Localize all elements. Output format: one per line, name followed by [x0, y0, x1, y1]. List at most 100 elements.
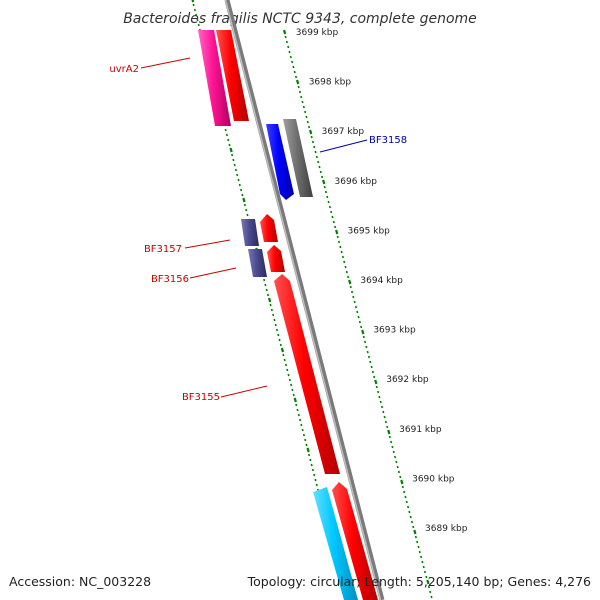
- ruler-minor-tick: [302, 105, 305, 109]
- ruler-minor-tick: [313, 145, 316, 149]
- ruler-minor-tick: [412, 525, 415, 529]
- ruler-minor-tick: [367, 355, 371, 359]
- ruler-minor-tick: [195, 13, 198, 17]
- BF3156-leader: [189, 267, 237, 279]
- feature-BF3156-red[interactable]: [267, 245, 285, 272]
- gene-label-uvrA2[interactable]: uvrA2: [109, 64, 139, 75]
- ruler-minor-tick: [301, 428, 304, 432]
- ruler-labels: 3699 kbp 3698 kbp 3697 kbp 3696 kbp 3695 kbp…: [296, 28, 468, 534]
- feature-BF3157-slate[interactable]: [241, 219, 259, 246]
- ruler-minor-tick: [309, 458, 312, 462]
- ruler-minor-tick: [386, 425, 389, 429]
- ruler-minor-tick: [274, 323, 277, 327]
- ruler-minor-tick: [305, 443, 308, 447]
- ruler-minor-tick: [193, 8, 196, 12]
- ruler-minor-tick: [285, 40, 288, 44]
- ruler-minor-tick: [263, 278, 266, 282]
- ruler-minor-tick: [417, 545, 420, 549]
- ruler-label: 3695 kbp: [347, 226, 390, 236]
- ruler-minor-tick: [371, 370, 374, 374]
- ruler-minor-tick: [422, 565, 425, 569]
- ruler-minor-tick: [365, 345, 368, 349]
- gene-label-BF3158[interactable]: BF3158: [369, 135, 407, 146]
- ruler-minor-tick: [420, 555, 423, 559]
- ruler-minor-tick: [418, 550, 421, 554]
- feature-bottom-red[interactable]: [332, 482, 378, 600]
- ruler-label: 3693 kbp: [373, 326, 416, 336]
- ruler-minor-tick: [296, 408, 299, 412]
- feature-BF3158-blue[interactable]: [266, 124, 294, 200]
- ruler-minor-tick: [288, 378, 291, 382]
- ruler-minor-tick: [404, 495, 407, 499]
- ruler-minor-tick: [354, 305, 358, 309]
- ruler-minor-tick: [287, 45, 290, 49]
- ruler-major-tick: [293, 397, 297, 403]
- ruler-minor-tick: [306, 120, 309, 124]
- genome-backbone-highlight: [224, 0, 382, 600]
- ruler-minor-tick: [340, 250, 343, 254]
- ruler-minor-tick: [405, 500, 408, 504]
- accession-text: Accession: NC_003228: [9, 574, 151, 589]
- ruler-major-tick: [400, 479, 404, 485]
- ruler-major-tick: [413, 529, 417, 535]
- feature-BF3155-red[interactable]: [274, 274, 340, 474]
- ruler-minor-tick: [379, 400, 382, 404]
- ruler-minor-tick: [291, 60, 294, 64]
- ruler-minor-tick: [236, 173, 239, 177]
- ruler-label: 3699 kbp: [296, 28, 339, 38]
- feature-BF3156-slate[interactable]: [248, 249, 267, 277]
- gene-label-BF3155[interactable]: BF3155: [182, 392, 220, 403]
- ruler-minor-tick: [397, 470, 401, 474]
- feature-uvrA2-magenta[interactable]: [198, 30, 231, 126]
- BF3158-leader: [319, 139, 368, 153]
- ruler-major-tick: [229, 147, 233, 153]
- ruler-minor-tick: [399, 475, 402, 479]
- ruler-minor-tick: [307, 125, 311, 129]
- ruler-minor-tick: [302, 433, 306, 437]
- ruler-minor-tick: [388, 435, 391, 439]
- ruler-minor-tick: [225, 133, 229, 137]
- ruler-minor-tick: [234, 168, 237, 172]
- ruler-major-tick: [306, 447, 310, 453]
- ruler-minor-tick: [336, 235, 339, 239]
- ruler-minor-tick: [324, 190, 328, 194]
- ruler-minor-tick: [224, 128, 227, 132]
- feature-BF3158-gray[interactable]: [283, 119, 313, 197]
- gene-label-BF3156[interactable]: BF3156: [151, 274, 189, 285]
- ruler-minor-tick: [270, 308, 273, 312]
- ruler-minor-tick: [310, 463, 313, 467]
- ruler-minor-tick: [380, 405, 384, 409]
- ruler-minor-tick: [275, 328, 279, 332]
- ruler-minor-tick: [360, 325, 363, 329]
- ruler-minor-tick: [317, 160, 320, 164]
- ruler-minor-tick: [423, 570, 427, 574]
- ruler-minor-tick: [311, 140, 315, 144]
- feature-BF3157-red[interactable]: [260, 214, 278, 242]
- ruler-minor-tick: [301, 100, 304, 104]
- ruler-minor-tick: [311, 468, 314, 472]
- ruler-minor-tick: [279, 343, 282, 347]
- ruler-minor-tick: [332, 220, 335, 224]
- ruler-minor-tick: [409, 515, 412, 519]
- ruler-minor-tick: [349, 285, 352, 289]
- ruler-minor-tick: [410, 520, 414, 524]
- genome-summary-text: Topology: circular; Length: 5,205,140 bp…: [247, 574, 591, 589]
- ruler-minor-tick: [430, 595, 433, 599]
- feature-cyan[interactable]: [313, 487, 358, 600]
- ruler-major-tick: [426, 579, 430, 585]
- gene-label-BF3157[interactable]: BF3157: [144, 244, 182, 255]
- ruler-label: 3694 kbp: [360, 276, 403, 286]
- ruler-minor-tick: [241, 193, 244, 197]
- ruler-major-tick: [282, 29, 287, 35]
- ruler-label: 3698 kbp: [309, 78, 352, 88]
- ruler-minor-tick: [300, 95, 303, 99]
- ruler-minor-tick: [313, 473, 316, 477]
- ruler-minor-tick: [318, 165, 321, 169]
- ruler-major-tick: [322, 179, 326, 185]
- ruler-minor-tick: [414, 535, 417, 539]
- ruler-major-tick: [242, 197, 246, 203]
- ruler-minor-tick: [264, 283, 267, 287]
- feature-uvrA2-red[interactable]: [216, 30, 249, 121]
- ruler-minor-tick: [304, 110, 307, 114]
